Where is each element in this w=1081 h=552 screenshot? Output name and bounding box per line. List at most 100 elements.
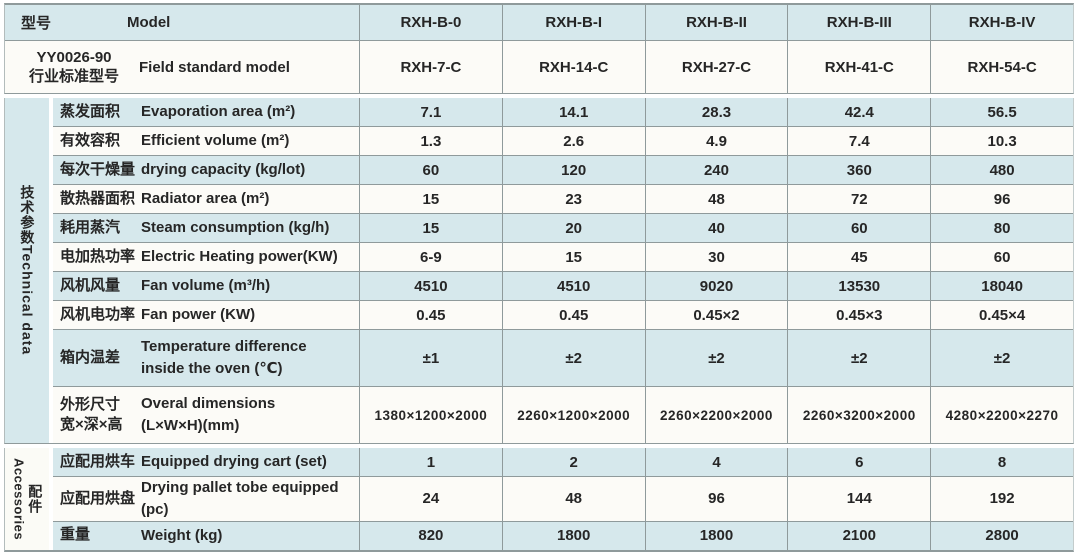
- row-label-en: Overal dimensions (L×W×H)(mm): [141, 395, 276, 434]
- table-row: 应配用烘盘 Drying pallet tobe equipped (pc) 24 4…: [53, 476, 1073, 521]
- standard-model-cell: RXH-7-C: [359, 41, 502, 93]
- row-label: 箱内温差 Temperature difference inside the ov…: [53, 330, 359, 386]
- row-label: 应配用烘车 Equipped drying cart (set): [53, 448, 359, 476]
- standard-label-en: Field standard model: [139, 58, 290, 76]
- row-label-en: Fan volume (m³/h): [141, 277, 271, 295]
- section-gap: [4, 94, 1074, 98]
- row-label-en: Weight (kg): [141, 526, 223, 544]
- value-cell: 0.45×3: [787, 301, 930, 329]
- value-cell: 28.3: [644, 98, 788, 126]
- value-cell: 2800: [930, 521, 1073, 550]
- row-label: 每次干燥量 drying capacity (kg/lot): [53, 156, 359, 184]
- technical-band-zh: 技术参数: [19, 185, 36, 246]
- row-label-zh: 重量: [60, 526, 91, 544]
- value-cell: 4510: [501, 272, 645, 300]
- value-cell: 1800: [501, 521, 645, 550]
- value-cell: 60: [359, 156, 502, 184]
- value-cell: 72: [787, 185, 930, 213]
- accessories-section: 配件 Accessories 应配用烘车 Equipped drying cart…: [4, 448, 1074, 552]
- row-label-zh: 风机电功率: [60, 305, 136, 323]
- technical-band-en: Technical data: [19, 245, 36, 356]
- technical-data-section: 技术参数Technical data 蒸发面积 Evaporation area …: [4, 98, 1074, 444]
- row-label: 应配用烘盘 Drying pallet tobe equipped (pc): [53, 477, 359, 521]
- accessories-band-zh: 配件: [27, 483, 44, 514]
- value-cell: 9020: [644, 272, 788, 300]
- row-label: 风机电功率 Fan power (KW): [53, 301, 359, 329]
- row-label-zh: 电加热功率: [60, 247, 136, 265]
- value-cell: 0.45: [359, 301, 502, 329]
- standard-model-cell: RXH-14-C: [501, 41, 645, 93]
- row-label: 蒸发面积 Evaporation area (m²): [53, 98, 359, 126]
- value-cell: 14.1: [501, 98, 645, 126]
- value-cell: 15: [359, 214, 502, 242]
- band-divider: [49, 98, 53, 443]
- value-cell: 56.5: [930, 98, 1073, 126]
- value-cell: 96: [930, 185, 1073, 213]
- value-cell: 10.3: [930, 127, 1073, 155]
- row-label-en: Temperature difference inside the oven (…: [141, 338, 307, 377]
- row-label-zh: 耗用蒸汽: [60, 218, 121, 236]
- value-cell: 2: [501, 448, 645, 476]
- value-cell: 2100: [787, 521, 930, 550]
- accessories-rows: 应配用烘车 Equipped drying cart (set) 1 2 4 6 8 应配用烘…: [53, 448, 1073, 550]
- accessories-band-label: 配件 Accessories: [11, 458, 43, 540]
- row-label-en: Radiator area (m²): [141, 190, 270, 208]
- value-cell: 820: [359, 521, 502, 550]
- value-cell: 192: [930, 477, 1073, 521]
- table-row: 重量 Weight (kg) 820 1800 1800 2100 2800: [53, 520, 1073, 550]
- row-label-zh: 有效容积: [60, 131, 121, 149]
- value-cell: 0.45: [501, 301, 645, 329]
- value-cell: 480: [930, 156, 1073, 184]
- value-cell: 30: [644, 243, 788, 271]
- standard-model-cell: RXH-54-C: [930, 41, 1073, 93]
- value-cell: 2260×2200×2000: [644, 387, 788, 443]
- row-label-en: Fan power (KW): [141, 306, 256, 324]
- model-cell: RXH-B-IV: [930, 5, 1073, 40]
- value-cell: 8: [930, 448, 1073, 476]
- value-cell: 48: [501, 477, 645, 521]
- table-row: 外形尺寸 宽×深×高 Overal dimensions (L×W×H)(mm) 1…: [53, 386, 1073, 443]
- row-label-en: Equipped drying cart (set): [141, 453, 327, 471]
- row-label-zh: 应配用烘车: [60, 452, 136, 470]
- value-cell: 96: [644, 477, 788, 521]
- value-cell: 360: [787, 156, 930, 184]
- value-cell: 48: [644, 185, 788, 213]
- row-label-zh: 散热器面积: [60, 189, 136, 207]
- table-row: 风机风量 Fan volume (m³/h) 4510 4510 9020 13530 18…: [53, 271, 1073, 300]
- model-cell: RXH-B-III: [787, 5, 930, 40]
- model-header-row: 型号 Model RXH-B-0 RXH-B-I RXH-B-II RXH-B-III…: [5, 5, 1073, 40]
- value-cell: 2.6: [501, 127, 645, 155]
- spec-table: 型号 Model RXH-B-0 RXH-B-I RXH-B-II RXH-B-III…: [4, 3, 1074, 552]
- value-cell: 1.3: [359, 127, 502, 155]
- row-label: 电加热功率 Electric Heating power(KW): [53, 243, 359, 271]
- technical-rows: 蒸发面积 Evaporation area (m²) 7.1 14.1 28.3 42.4…: [53, 98, 1073, 443]
- value-cell: 2260×3200×2000: [787, 387, 930, 443]
- value-cell: 6-9: [359, 243, 502, 271]
- value-cell: 144: [787, 477, 930, 521]
- row-label-en: Evaporation area (m²): [141, 103, 296, 121]
- value-cell: 7.4: [787, 127, 930, 155]
- table-row: 每次干燥量 drying capacity (kg/lot) 60 120 240 360…: [53, 155, 1073, 184]
- value-cell: ±1: [359, 330, 502, 386]
- model-cell: RXH-B-II: [644, 5, 788, 40]
- value-cell: 24: [359, 477, 502, 521]
- standard-label-zh: YY0026-90 行业标准型号: [28, 48, 119, 86]
- table-row: 耗用蒸汽 Steam consumption (kg/h) 15 20 40 60 80: [53, 213, 1073, 242]
- value-cell: 15: [501, 243, 645, 271]
- value-cell: 60: [930, 243, 1073, 271]
- row-label-zh: 每次干燥量: [60, 160, 136, 178]
- row-label-zh: 风机风量: [60, 276, 121, 294]
- band-divider: [49, 448, 53, 550]
- row-label-zh: 蒸发面积: [60, 102, 121, 120]
- model-label-zh: 型号: [21, 15, 52, 32]
- standard-model-row: YY0026-90 行业标准型号 Field standard model RX…: [5, 40, 1073, 93]
- value-cell: 4: [644, 448, 788, 476]
- row-label: 风机风量 Fan volume (m³/h): [53, 272, 359, 300]
- row-label-zh: 应配用烘盘: [60, 489, 136, 507]
- technical-data-band-label: 技术参数Technical data: [19, 185, 36, 356]
- accessories-band-en: Accessories: [11, 457, 27, 540]
- row-label-en: Efficient volume (m²): [141, 132, 290, 150]
- standard-model-label: YY0026-90 行业标准型号 Field standard model: [5, 41, 359, 93]
- row-label-zh: 外形尺寸 宽×深×高: [60, 395, 123, 433]
- value-cell: 60: [787, 214, 930, 242]
